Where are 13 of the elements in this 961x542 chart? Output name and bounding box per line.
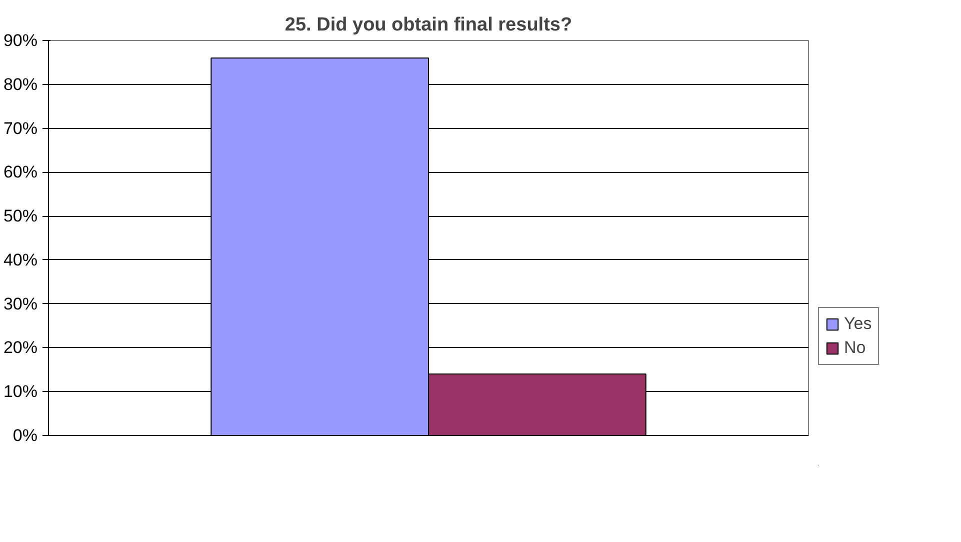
y-tick-label: 10%: [3, 382, 38, 402]
legend-label: Yes: [844, 314, 872, 334]
y-tick-label: 40%: [3, 250, 38, 270]
y-tick-label: 30%: [3, 294, 38, 314]
legend-label: No: [844, 338, 866, 358]
y-tick-label: 50%: [3, 206, 38, 226]
y-tick-label: 60%: [3, 162, 38, 182]
y-tick-label: 80%: [3, 74, 38, 94]
y-tick-label: 0%: [12, 426, 38, 445]
y-tick-label: 70%: [3, 118, 38, 138]
y-tick-label: 20%: [3, 338, 38, 358]
y-tick-label: 90%: [3, 31, 38, 50]
chart-title: 25. Did you obtain final results?: [284, 14, 572, 36]
